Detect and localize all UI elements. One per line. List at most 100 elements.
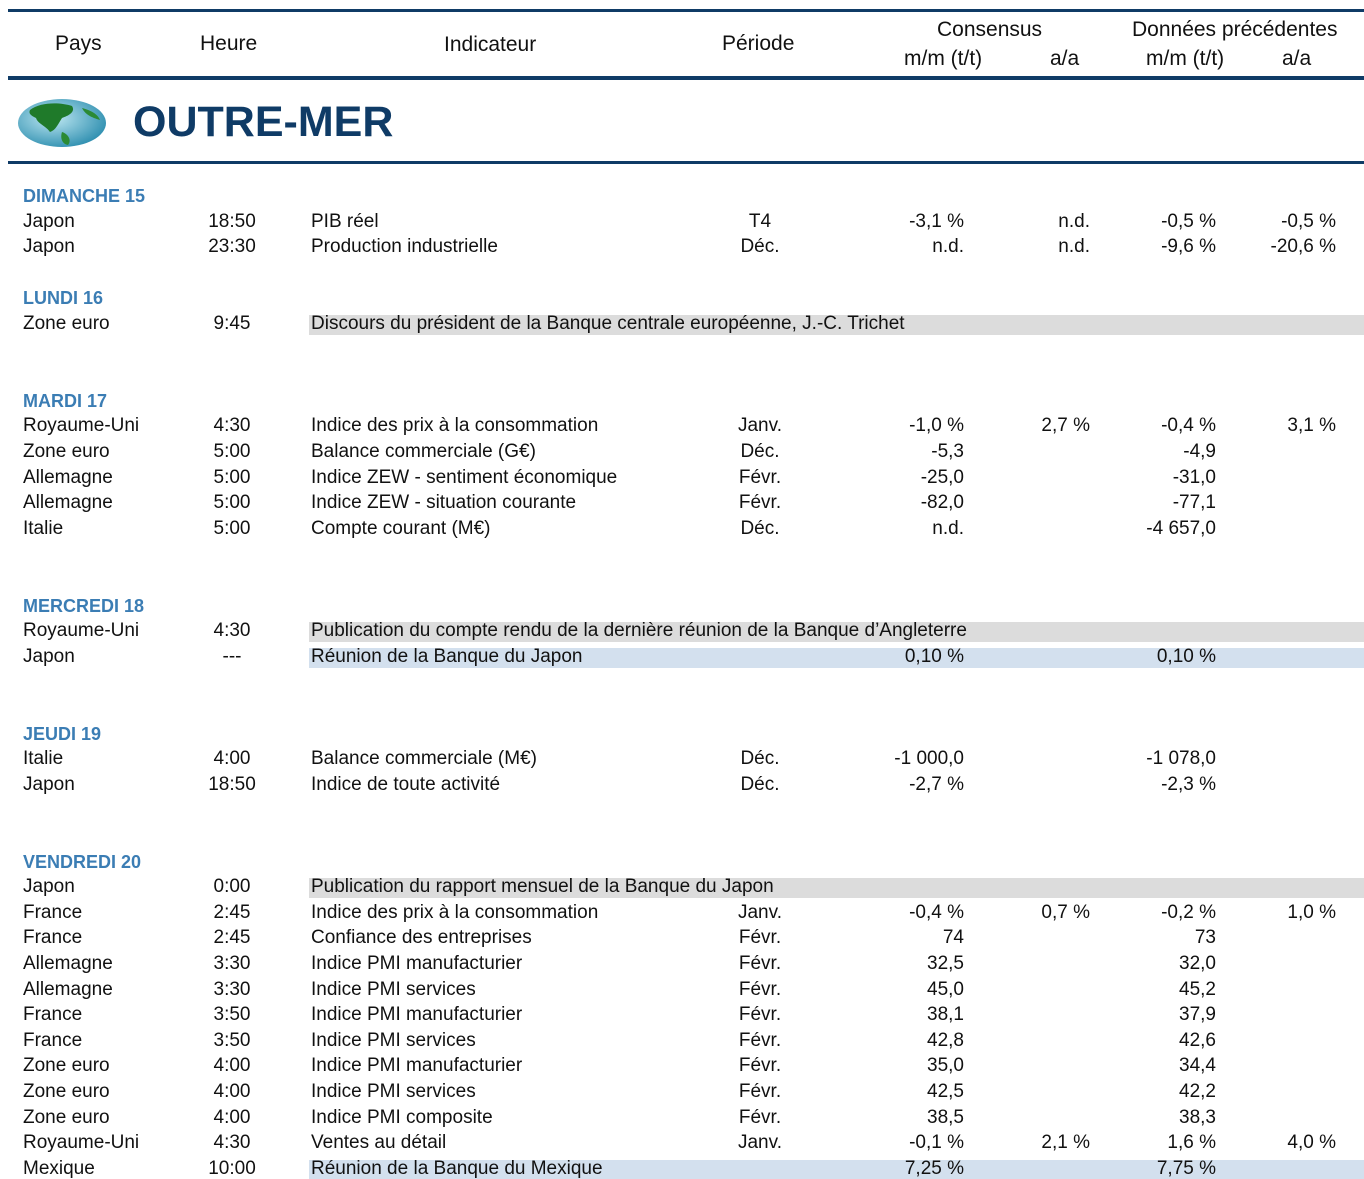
- cell-time: 4:00: [213, 1055, 251, 1077]
- cell-indicator: Compte courant (M€): [311, 517, 491, 539]
- cell-cons-mm: -1,0 %: [909, 415, 964, 437]
- cell-cons-aa: 2,1 %: [1041, 1132, 1090, 1154]
- cell-period: Févr.: [738, 953, 782, 974]
- cell-prev-mm: 38,3: [1179, 1106, 1216, 1128]
- cell-prev-mm: -0,5 %: [1161, 210, 1216, 232]
- cell-indicator: Publication du rapport mensuel de la Ban…: [311, 876, 774, 898]
- cell-time: 18:50: [208, 210, 256, 232]
- globe-icon: [18, 99, 106, 147]
- cell-period: Déc.: [740, 748, 780, 770]
- cell-prev-mm: 1,6 %: [1167, 1132, 1216, 1154]
- row-highlight: [309, 647, 1364, 668]
- cell-country: Royaume-Uni: [23, 1132, 140, 1154]
- cell-country: Allemagne: [23, 492, 113, 514]
- cell-prev-mm: 42,2: [1179, 1081, 1216, 1102]
- cell-indicator: Indice des prix à la consommation: [311, 415, 599, 437]
- cell-prev-mm: -1 078,0: [1146, 748, 1216, 770]
- sub-header: a/a: [1282, 47, 1312, 70]
- cell-prev-mm: -4 657,0: [1146, 517, 1216, 539]
- cell-cons-mm: 0,10 %: [904, 645, 964, 667]
- cell-indicator: Indice ZEW - sentiment économique: [311, 466, 618, 488]
- cell-time: 5:00: [213, 492, 251, 514]
- cell-country: France: [23, 927, 83, 949]
- cell-period: Févr.: [738, 1055, 782, 1077]
- cell-cons-mm: -25,0: [920, 466, 964, 488]
- cell-prev-mm: -0,4 %: [1161, 415, 1216, 437]
- cell-country: Italie: [23, 748, 64, 770]
- cell-cons-mm: n.d.: [932, 236, 964, 258]
- cell-country: Zone euro: [23, 1055, 110, 1077]
- cell-prev-aa: 3,1 %: [1287, 415, 1336, 437]
- cell-time: 2:45: [213, 927, 251, 949]
- cell-country: Mexique: [23, 1157, 95, 1179]
- cell-indicator: Indice PMI manufacturier: [311, 1055, 523, 1077]
- cell-cons-mm: -0,4 %: [909, 901, 964, 923]
- cell-prev-aa: 1,0 %: [1287, 901, 1336, 923]
- cell-period: Févr.: [738, 1004, 782, 1026]
- cell-country: France: [23, 1029, 83, 1051]
- cell-period: Févr.: [738, 978, 782, 1000]
- day-label: MERCREDI 18: [23, 595, 145, 616]
- column-header: Indicateur: [444, 33, 537, 56]
- cell-time: 4:30: [213, 1132, 251, 1154]
- cell-indicator: Discours du président de la Banque centr…: [311, 313, 905, 334]
- cell-country: Japon: [23, 645, 75, 667]
- cell-indicator: Balance commerciale (M€): [311, 748, 537, 770]
- cell-country: Royaume-Uni: [23, 415, 140, 437]
- group-header: Consensus: [937, 18, 1043, 41]
- section-title: OUTRE-MER: [133, 98, 394, 146]
- day-label: MARDI 17: [23, 390, 108, 411]
- cell-prev-mm: -77,1: [1172, 492, 1216, 514]
- cell-prev-aa: -0,5 %: [1281, 210, 1336, 232]
- cell-cons-mm: 7,25 %: [904, 1157, 964, 1179]
- cell-period: Janv.: [737, 1132, 782, 1154]
- cell-prev-mm: 0,10 %: [1156, 645, 1216, 667]
- cell-cons-mm: 38,1: [927, 1004, 964, 1026]
- cell-country: Royaume-Uni: [23, 620, 140, 642]
- day-label: DIMANCHE 15: [23, 186, 146, 206]
- cell-prev-mm: 42,6: [1179, 1029, 1216, 1051]
- cell-cons-mm: -5,3: [931, 441, 964, 462]
- cell-period: Févr.: [738, 1029, 782, 1051]
- cell-cons-mm: 35,0: [927, 1055, 964, 1077]
- cell-indicator: Balance commerciale (G€): [311, 441, 536, 462]
- cell-prev-aa: -20,6 %: [1270, 236, 1336, 258]
- cell-cons-mm: 42,8: [927, 1029, 964, 1051]
- cell-period: Févr.: [738, 492, 782, 514]
- row-highlight: [309, 1159, 1364, 1179]
- cell-country: Allemagne: [23, 978, 113, 1000]
- cell-prev-mm: 73: [1194, 927, 1216, 949]
- cell-indicator: Indice PMI manufacturier: [311, 1004, 523, 1026]
- top-rule: [8, 9, 1364, 12]
- cell-cons-aa: 2,7 %: [1041, 415, 1090, 437]
- cell-time: 5:00: [213, 441, 251, 462]
- cell-cons-mm: 45,0: [927, 978, 964, 1000]
- cell-cons-mm: 74: [942, 927, 964, 949]
- cell-indicator: Réunion de la Banque du Japon: [311, 645, 583, 667]
- cell-prev-mm: -9,6 %: [1161, 236, 1216, 258]
- cell-country: Zone euro: [23, 441, 110, 462]
- cell-time: 3:50: [213, 1029, 251, 1051]
- cell-indicator: Indice ZEW - situation courante: [311, 492, 577, 514]
- cell-indicator: Indice des prix à la consommation: [311, 901, 599, 923]
- cell-period: Déc.: [740, 236, 780, 258]
- cell-period: Déc.: [740, 441, 780, 462]
- cell-time: 2:45: [213, 901, 251, 923]
- cell-prev-mm: -2,3 %: [1161, 773, 1216, 795]
- cell-cons-mm: n.d.: [932, 517, 964, 539]
- cell-cons-mm: 42,5: [927, 1081, 964, 1102]
- group-header: Données précédentes: [1132, 18, 1338, 41]
- cell-cons-mm: -0,1 %: [909, 1132, 964, 1154]
- cell-indicator: Indice de toute activité: [311, 773, 501, 795]
- section-rule: [8, 161, 1364, 164]
- cell-indicator: Indice PMI services: [311, 978, 476, 1000]
- sub-header: m/m (t/t): [1146, 47, 1225, 70]
- cell-country: Zone euro: [23, 1106, 110, 1128]
- cell-time: 23:30: [208, 236, 256, 258]
- cell-period: Févr.: [738, 466, 782, 488]
- cell-country: Japon: [23, 773, 75, 795]
- day-label: LUNDI 16: [23, 288, 104, 309]
- cell-time: 5:00: [213, 517, 251, 539]
- cell-time: 4:00: [213, 1106, 251, 1128]
